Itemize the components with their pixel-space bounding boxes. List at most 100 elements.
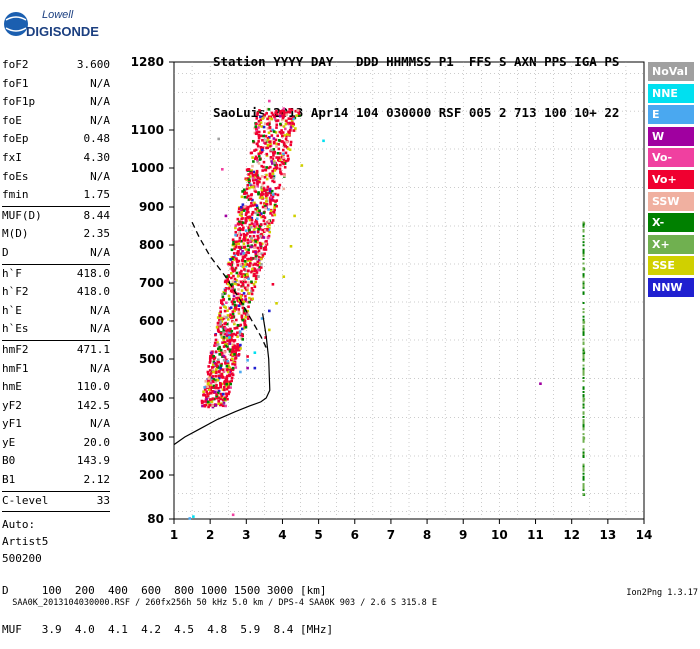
- echo-point: [234, 306, 238, 309]
- echo-point: [271, 193, 275, 196]
- echo-point: [280, 140, 284, 143]
- echo-point: [261, 169, 264, 172]
- echo-point: [237, 345, 241, 348]
- echo-point: [236, 335, 239, 338]
- echo-point: [227, 294, 231, 298]
- echo-point: [239, 296, 243, 300]
- x-trace-point: [582, 469, 585, 472]
- echo-point: [254, 220, 257, 224]
- echo-point: [241, 302, 245, 306]
- echo-point: [235, 283, 239, 286]
- echo-point: [235, 326, 239, 330]
- echo-point: [266, 127, 270, 130]
- echo-point: [223, 290, 227, 294]
- parameter-label: foF1p: [2, 95, 36, 109]
- echo-point: [247, 168, 251, 171]
- echo-point: [233, 253, 237, 257]
- x-trace-point: [582, 367, 585, 370]
- echo-point: [250, 245, 253, 249]
- echo-point: [273, 208, 276, 212]
- echo-point: [225, 358, 228, 362]
- x-trace-point: [582, 387, 585, 390]
- echo-point: [258, 196, 262, 199]
- echo-point: [232, 294, 236, 298]
- echo-point: [260, 252, 263, 256]
- x-trace-point: [582, 439, 585, 442]
- echo-point: [230, 276, 233, 280]
- echo-point: [244, 298, 248, 301]
- echo-point: [231, 280, 235, 284]
- echo-point: [237, 353, 241, 356]
- echo-point: [251, 174, 255, 177]
- echo-point: [215, 370, 218, 374]
- echo-point: [207, 379, 211, 382]
- echo-point: [215, 364, 219, 368]
- echo-point: [242, 242, 246, 246]
- x-trace-point: [582, 330, 585, 333]
- echo-point: [248, 215, 251, 219]
- echo-point: [256, 111, 259, 115]
- echo-point: [263, 122, 267, 125]
- echo-point: [243, 275, 247, 279]
- echo-point: [229, 386, 232, 389]
- x-trace-point: [582, 341, 585, 344]
- echo-point: [211, 405, 215, 409]
- echo-point: [278, 167, 282, 171]
- x-trace-point: [582, 370, 585, 373]
- echo-point: [203, 393, 207, 397]
- echo-point: [262, 230, 266, 234]
- x-trace-point: [582, 478, 585, 481]
- echo-point: [254, 254, 258, 258]
- echo-point: [271, 157, 275, 160]
- echo-point: [237, 242, 240, 246]
- data-point: [224, 214, 228, 218]
- echo-point: [234, 245, 238, 249]
- legend-item-x: X-: [648, 213, 694, 233]
- x-trace-point: [582, 373, 585, 376]
- echo-point: [229, 263, 232, 267]
- echo-point: [272, 175, 275, 179]
- parameter-row: h`F2 418.0: [2, 283, 110, 302]
- x-trace-point: [582, 257, 585, 260]
- x-trace-point: [582, 315, 585, 318]
- echo-point: [228, 297, 231, 301]
- x-trace-point: [582, 380, 585, 383]
- echo-point: [251, 289, 255, 292]
- parameter-row: fmin 1.75: [2, 186, 110, 205]
- echo-point: [228, 342, 232, 345]
- echo-point: [241, 318, 245, 322]
- data-point: [239, 370, 242, 374]
- y-tick-label: 500: [139, 352, 164, 366]
- echo-point: [251, 210, 255, 214]
- echo-point: [207, 365, 210, 368]
- echo-point: [223, 315, 226, 319]
- echo-point: [233, 339, 237, 342]
- echo-point: [259, 201, 263, 205]
- echo-point: [241, 190, 244, 193]
- echo-point: [233, 353, 236, 356]
- echo-point: [248, 175, 252, 178]
- echo-point: [254, 203, 257, 207]
- x-tick-label: 13: [599, 528, 616, 542]
- x-trace-point: [582, 355, 585, 358]
- echo-point: [237, 283, 240, 287]
- echo-point: [282, 125, 286, 128]
- echo-point: [242, 209, 246, 212]
- echo-point: [234, 345, 238, 349]
- echo-point: [230, 283, 234, 286]
- parameter-label: hmF1: [2, 361, 29, 375]
- echo-point: [248, 239, 252, 243]
- echo-point: [236, 323, 240, 327]
- x-trace-point: [582, 248, 585, 251]
- echo-point: [246, 241, 250, 245]
- parameter-row: yE 20.0: [2, 434, 110, 453]
- echo-point: [247, 257, 251, 261]
- echo-point: [231, 289, 235, 292]
- parameter-divider: [2, 339, 110, 341]
- echo-point: [247, 186, 251, 190]
- echo-point: [240, 195, 244, 199]
- echo-point: [224, 321, 227, 325]
- echo-point: [209, 388, 212, 392]
- echo-point: [238, 236, 242, 240]
- echo-point: [204, 399, 208, 403]
